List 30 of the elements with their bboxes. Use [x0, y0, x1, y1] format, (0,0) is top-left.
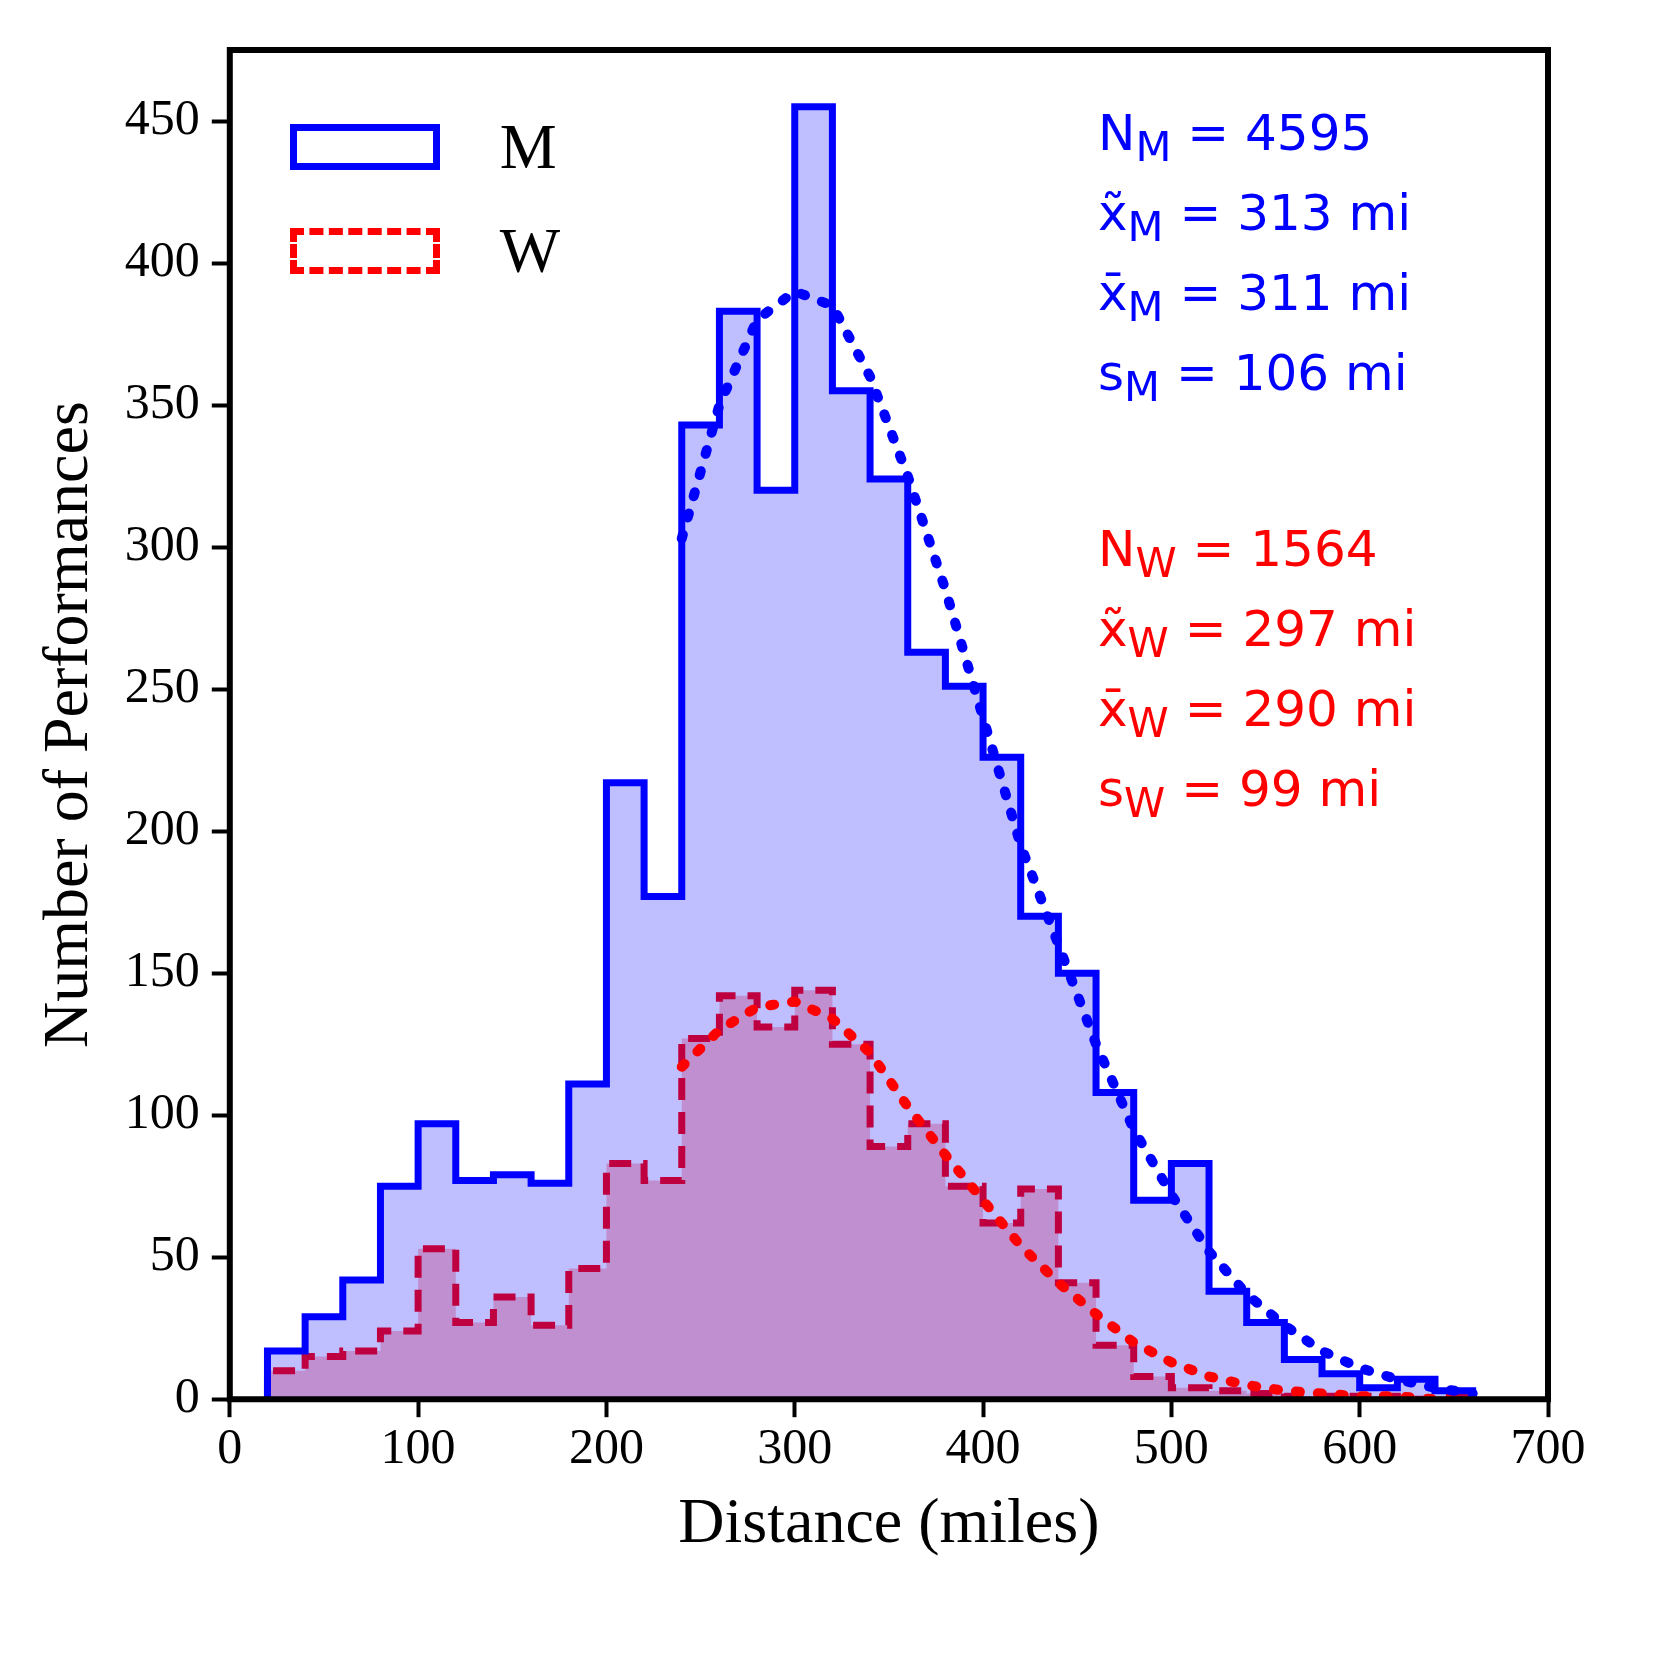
y-axis-title: Number of Performances: [30, 401, 102, 1049]
y-tick-label: 150: [124, 941, 200, 998]
x-axis-title: Distance (miles): [678, 1485, 1100, 1557]
y-tick-label: 350: [124, 373, 200, 430]
x-tick-label: 0: [217, 1418, 243, 1475]
x-tick-label: 600: [1322, 1418, 1398, 1475]
y-tick-label: 100: [124, 1083, 200, 1140]
x-tick-label: 700: [1510, 1418, 1586, 1475]
y-tick-label: 250: [124, 657, 200, 714]
x-tick-label: 500: [1133, 1418, 1209, 1475]
y-tick-label: 0: [174, 1367, 200, 1424]
legend-label: W: [499, 214, 561, 288]
x-tick-label: 200: [568, 1418, 644, 1475]
annotation: x̄$_{M}$ = 311 mi: [1098, 263, 1413, 333]
annotation: x̃$_{M}$ = 313 mi: [1098, 183, 1413, 253]
y-tick-label: 450: [124, 89, 200, 146]
y-tick-label: 400: [124, 231, 200, 288]
y-tick-label: 300: [124, 515, 200, 572]
annotation: N$_{M}$ = 4595: [1098, 103, 1374, 173]
x-tick-label: 400: [945, 1418, 1021, 1475]
annotation: s$_{W}$ = 99 mi: [1098, 759, 1383, 829]
annotation: x̃$_{W}$ = 297 mi: [1098, 599, 1417, 669]
x-tick-label: 300: [757, 1418, 833, 1475]
annotation: N$_{W}$ = 1564: [1098, 519, 1379, 589]
x-tick-label: 100: [380, 1418, 456, 1475]
annotation: s$_{M}$ = 106 mi: [1098, 343, 1409, 413]
annotation: x̄$_{W}$ = 290 mi: [1098, 679, 1417, 749]
legend-label: M: [499, 110, 557, 184]
y-tick-label: 50: [149, 1225, 200, 1282]
y-tick-label: 200: [124, 799, 200, 856]
